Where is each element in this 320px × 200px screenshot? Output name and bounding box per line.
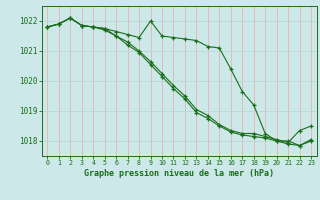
X-axis label: Graphe pression niveau de la mer (hPa): Graphe pression niveau de la mer (hPa) [84,169,274,178]
